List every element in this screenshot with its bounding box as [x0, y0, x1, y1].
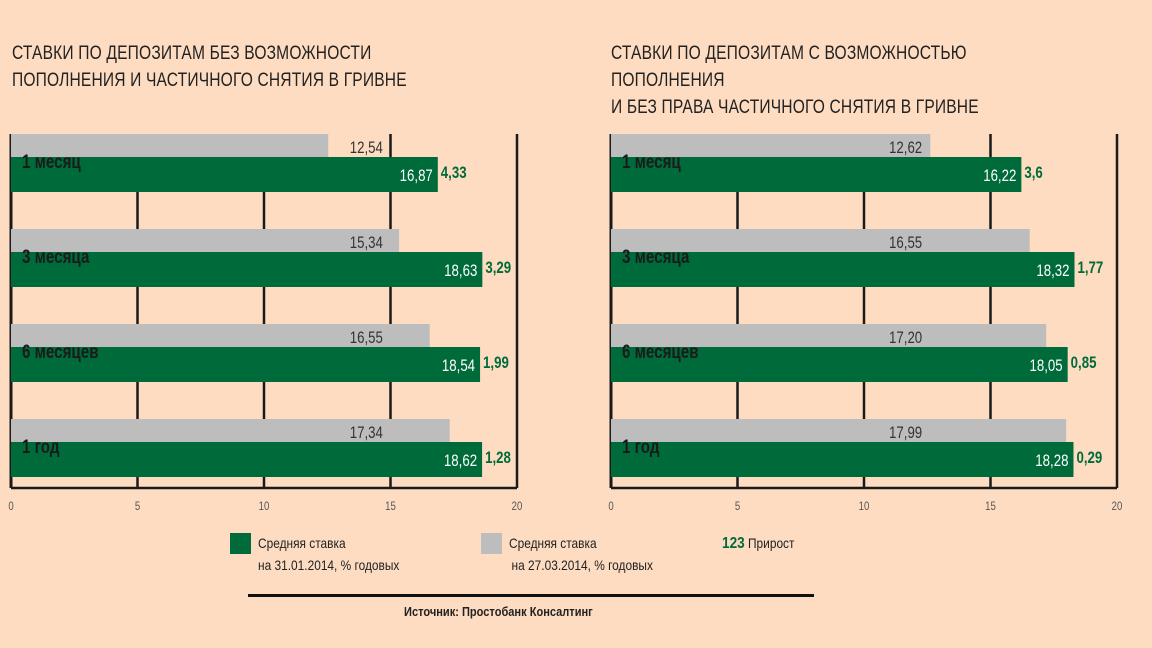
green-value-label: 18,62 [444, 452, 477, 471]
legend-gray-line1: Средняя ставка [509, 535, 597, 551]
bar-green [11, 252, 483, 287]
gray-value-label: 12,54 [350, 139, 384, 158]
x-tick-label: 0 [608, 500, 613, 513]
category-label: 6 месяцев [622, 340, 699, 362]
x-tick-label: 20 [1112, 500, 1123, 513]
green-value-label: 18,54 [442, 357, 476, 376]
gray-value-label: 17,34 [350, 424, 384, 443]
chart-title-left: СТАВКИ ПО ДЕПОЗИТАМ БЕЗ ВОЗМОЖНОСТИ ПОПО… [12, 43, 407, 91]
growth-label: 0,85 [1071, 354, 1097, 373]
growth-label: 1,99 [483, 354, 509, 373]
bar-gray [611, 324, 1047, 347]
legend-swatch-gray [481, 533, 502, 554]
legend-green-line2: на 31.01.2014, % годовых [258, 557, 400, 573]
legend-growth-sample: 123 [722, 535, 745, 552]
green-value-label: 16,87 [400, 167, 433, 186]
bar-green [611, 157, 1022, 192]
gray-value-label: 17,99 [889, 424, 922, 443]
legend-green-line1: Средняя ставка [258, 535, 346, 551]
green-value-label: 18,28 [1035, 452, 1068, 471]
legend-growth: 123 Прирост [722, 532, 794, 555]
legend-growth-label: Прирост [748, 535, 795, 551]
x-tick-label: 15 [985, 500, 996, 513]
category-label: 6 месяцев [22, 340, 99, 362]
category-label: 3 месяца [22, 245, 90, 267]
source-note: Источник: Простобанк Консалтинг [404, 604, 593, 619]
x-tick-label: 10 [859, 500, 870, 513]
x-tick-label: 5 [735, 500, 740, 513]
gray-value-label: 15,34 [350, 234, 384, 253]
category-label: 1 месяц [622, 150, 681, 172]
bar-gray [611, 419, 1067, 442]
green-value-label: 18,05 [1030, 357, 1063, 376]
divider-rule [248, 594, 814, 597]
x-tick-label: 10 [259, 500, 270, 513]
legend-swatch-green [230, 533, 251, 554]
bar-green [611, 252, 1075, 287]
green-value-label: 18,63 [444, 262, 477, 281]
green-value-label: 16,22 [983, 167, 1016, 186]
gray-value-label: 16,55 [350, 329, 383, 348]
x-tick-label: 20 [512, 500, 523, 513]
bar-green [11, 157, 438, 192]
growth-label: 0,29 [1076, 449, 1102, 468]
bar-gray [11, 229, 400, 252]
bar-green [611, 442, 1074, 477]
bar-green [11, 347, 481, 382]
bar-gray [611, 229, 1030, 252]
bar-gray [611, 134, 931, 157]
gray-value-label: 16,55 [889, 234, 922, 253]
category-label: 1 год [622, 435, 660, 457]
category-label: 1 год [22, 435, 60, 457]
gray-value-label: 12,62 [889, 139, 922, 158]
x-tick-label: 5 [135, 500, 140, 513]
bar-green [611, 347, 1068, 382]
x-tick-label: 0 [8, 500, 13, 513]
growth-label: 4,33 [441, 164, 467, 183]
bar-gray [11, 419, 450, 442]
bar-gray [11, 134, 329, 157]
x-tick-label: 15 [385, 500, 396, 513]
growth-label: 1,28 [485, 449, 511, 468]
bar-green [11, 442, 483, 477]
bar-gray [11, 324, 430, 347]
chart-title-right: СТАВКИ ПО ДЕПОЗИТАМ С ВОЗМОЖНОСТЬЮ ПОПОЛ… [611, 43, 979, 118]
category-label: 3 месяца [622, 245, 690, 267]
growth-label: 1,77 [1077, 259, 1103, 278]
growth-label: 3,6 [1024, 164, 1042, 183]
gray-value-label: 17,20 [889, 329, 922, 348]
legend-gray-text: Средняя ставка на 27.03.2014, % годовых [509, 532, 653, 576]
category-label: 1 месяц [22, 150, 81, 172]
green-value-label: 18,32 [1036, 262, 1069, 281]
legend-green-text: Средняя ставка на 31.01.2014, % годовых [258, 532, 399, 576]
legend-gray-line2: на 27.03.2014, % годовых [511, 557, 653, 573]
growth-label: 3,29 [485, 259, 511, 278]
